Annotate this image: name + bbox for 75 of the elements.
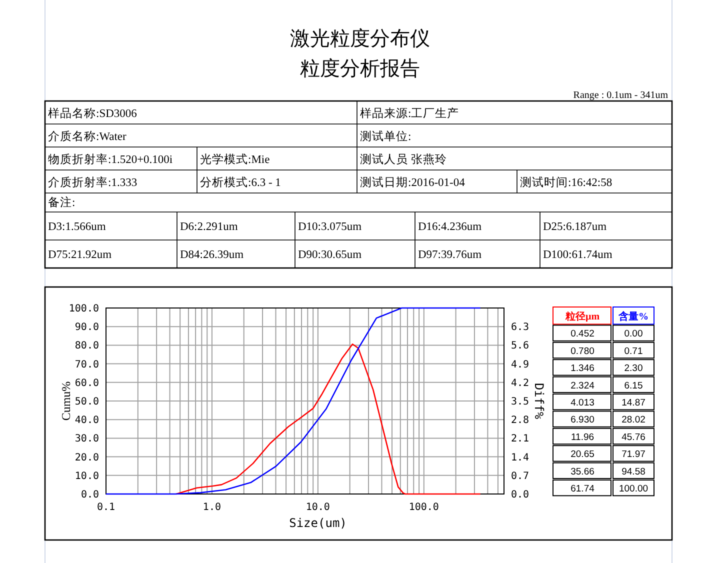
y2-tick-label: 4.2: [511, 378, 530, 389]
text: 2.30: [624, 363, 643, 374]
x-tick-label: 10.0: [306, 502, 330, 513]
text: Range : 0.1um - 341um: [573, 90, 668, 101]
text: 20.65: [570, 449, 594, 460]
text: D97:39.76um: [418, 249, 482, 261]
text: 6.15: [624, 380, 643, 392]
y-tick-label: 20.0: [74, 452, 99, 464]
y2-tick-label: 2.1: [511, 434, 530, 445]
text: 0.452: [570, 328, 594, 340]
x-axis-title: Size(um): [289, 516, 347, 530]
chart-subtitle: 粒度分析报告: [300, 58, 420, 80]
y2-axis-title: Diff%: [532, 382, 546, 420]
y-tick-label: 0.0: [80, 490, 99, 500]
y2-tick-label: 2.8: [511, 415, 530, 426]
y-tick-label: 10.0: [74, 470, 99, 482]
y2-tick-label: 4.9: [511, 359, 530, 370]
y-tick-label: 50.0: [74, 396, 99, 408]
y-tick-label: 30.0: [74, 434, 99, 445]
text: 1.346: [570, 363, 594, 374]
text: 测试人员 张燕玲: [360, 153, 447, 166]
text: 14.87: [622, 398, 646, 408]
text: D100:61.74um: [543, 249, 612, 261]
text: D90:30.65um: [298, 249, 362, 261]
text: D10:3.075um: [298, 221, 362, 233]
text: 71.97: [622, 449, 646, 460]
y2-tick-label: 0.7: [511, 470, 530, 482]
text: 61.74: [570, 484, 594, 494]
text: D3:1.566um: [48, 221, 106, 233]
y2-tick-label: 5.6: [511, 340, 530, 352]
text: 28.02: [622, 414, 646, 426]
y-axis-title: Cumu%: [59, 381, 73, 421]
text: 45.76: [622, 432, 646, 443]
text: 备注:: [48, 195, 76, 209]
y-tick-label: 70.0: [74, 359, 99, 370]
text: 介质名称:Water: [48, 130, 127, 143]
x-tick-label: 100.0: [408, 502, 439, 513]
text: 测试日期:2016-01-04: [360, 176, 466, 189]
y-tick-label: 80.0: [74, 340, 99, 352]
text: D25:6.187um: [543, 221, 607, 233]
text: 100.00: [618, 484, 648, 494]
y2-tick-label: 1.4: [511, 452, 530, 464]
text: D75:21.92um: [48, 249, 112, 261]
x-tick-label: 1.0: [202, 502, 221, 513]
text: 94.58: [622, 466, 646, 478]
y-tick-label: 40.0: [74, 415, 99, 426]
text: D16:4.236um: [418, 221, 482, 233]
y-tick-label: 100.0: [68, 304, 99, 314]
text: 物质折射率:1.520+0.100i: [48, 152, 173, 166]
text: 35.66: [570, 466, 594, 478]
text: 介质折射率:1.333: [48, 175, 138, 189]
text: 0.71: [624, 346, 643, 357]
chart-title: 激光粒度分布仪: [290, 28, 430, 50]
text: 11.96: [570, 432, 594, 443]
text: 0.00: [624, 328, 643, 340]
text: 6.930: [570, 414, 594, 426]
text: 粒径µm: [564, 310, 600, 322]
y2-tick-label: 6.3: [511, 322, 530, 334]
y2-tick-label: 3.5: [511, 396, 530, 408]
text: 分析模式:6.3 - 1: [200, 176, 282, 189]
text: 测试时间:16:42:58: [520, 176, 612, 189]
text: 测试单位:: [360, 130, 412, 143]
text: 样品名称:SD3006: [48, 107, 138, 120]
y-tick-label: 90.0: [74, 322, 99, 334]
x-tick-label: 0.1: [96, 502, 116, 513]
y2-tick-label: 0.0: [511, 490, 530, 500]
text: 光学模式:Mie: [200, 153, 270, 166]
text: 2.324: [570, 380, 594, 392]
text: D84:26.39um: [180, 249, 244, 261]
text: 含量%: [618, 310, 648, 322]
text: 0.780: [570, 346, 594, 357]
text: 样品来源:工厂生产: [360, 106, 460, 120]
y-tick-label: 60.0: [74, 378, 99, 389]
text: 4.013: [570, 398, 594, 408]
text: D6:2.291um: [180, 221, 238, 233]
